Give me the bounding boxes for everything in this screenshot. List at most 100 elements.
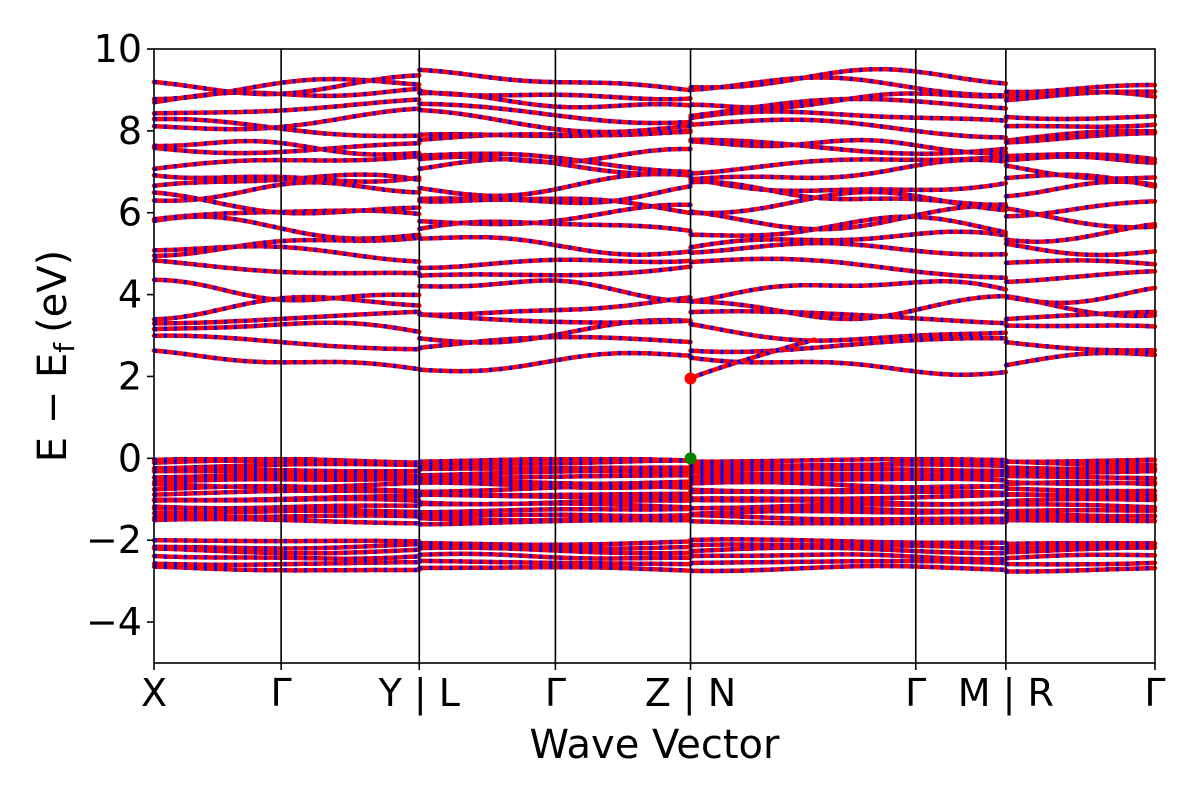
band-line-spin-down (690, 189, 1007, 216)
band-line-spin-up (1003, 268, 1158, 285)
y-tick-label: 4 (118, 273, 142, 317)
band-line-spin-down (154, 513, 420, 520)
band-line-spin-down (690, 456, 1006, 464)
band-line-spin-up (1003, 502, 1158, 510)
band-line-spin-up (1003, 323, 1158, 329)
band-line-spin-down (154, 116, 420, 139)
band-line-spin-down (690, 462, 1006, 469)
y-tick-label: 2 (118, 354, 142, 398)
band-line-spin-up (688, 176, 1009, 194)
band-line-spin-up (1003, 518, 1158, 524)
band-line-spin-up (688, 508, 1009, 517)
band-line-spin-up (688, 466, 1009, 474)
band-line-spin-down (154, 333, 420, 352)
x-tick-label: Γ (271, 671, 292, 715)
band-line-spin-down (154, 466, 420, 474)
band-line-spin-up (1003, 241, 1158, 258)
cbm-marker (684, 372, 697, 385)
plot-frame (153, 48, 1156, 664)
high-symmetry-lines (280, 49, 1007, 663)
band-line-spin-down (690, 240, 1006, 257)
band-line-spin-up (1003, 492, 1158, 501)
band-line-spin-up (1003, 113, 1158, 122)
band-line-spin-up (1003, 466, 1158, 473)
band-line-spin-down (690, 91, 1006, 110)
y-tick-label: −4 (86, 600, 142, 644)
band-line-spin-down (690, 476, 1006, 483)
y-tick-label: 0 (118, 436, 142, 480)
band-line-spin-down (153, 258, 420, 276)
band-line-spin-up (1003, 545, 1158, 555)
band-edge-markers (684, 372, 697, 465)
band-line-spin-up (1003, 130, 1158, 145)
band-line-spin-up (1003, 459, 1158, 467)
band-line-spin-down (153, 488, 420, 497)
y-tick-label: 10 (94, 27, 142, 71)
band-line-spin-down (690, 214, 1007, 238)
band-line-spin-down (690, 293, 1006, 322)
band-line-spin-up (151, 277, 422, 303)
band-line-spin-up (1003, 128, 1158, 144)
band-line-spin-up (1003, 552, 1158, 561)
band-line-spin-up (1003, 565, 1158, 574)
band-line-spin-down (690, 563, 1006, 574)
band-line-spin-up (1003, 199, 1158, 219)
band-line-spin-up (1003, 339, 1158, 353)
band-line-spin-up (1003, 82, 1158, 95)
x-tick-label: Γ (905, 671, 926, 715)
band-line-spin-down (153, 73, 420, 97)
band-line-spin-down (153, 190, 420, 216)
band-line-spin-up (1003, 154, 1158, 165)
band-line-spin-up (1003, 480, 1158, 487)
x-tick-label: Γ (1144, 671, 1165, 715)
band-line-spin-down (153, 86, 420, 105)
band-line-spin-down (690, 157, 1007, 182)
band-line-spin-down (690, 512, 1006, 522)
band-line-spin-up (1003, 285, 1158, 306)
band-line-spin-up (688, 558, 1009, 566)
y-axis-title-main: E − E (30, 353, 76, 463)
band-line-spin-down (690, 537, 1006, 546)
band-line-spin-up (688, 279, 1009, 304)
band-line-spin-down (689, 337, 816, 381)
band-line-spin-down (154, 235, 420, 258)
band-line-spin-down (690, 542, 1006, 551)
band-line-spin-down (690, 309, 1006, 326)
band-line-spin-up (1003, 151, 1158, 162)
band-line-spin-up (1003, 468, 1158, 476)
vbm-marker (684, 452, 697, 465)
band-line-spin-down (690, 256, 1006, 280)
band-line-spin-up (688, 489, 1009, 496)
band-line-spin-up (688, 203, 1009, 232)
y-axis-title-subscript: f (48, 342, 81, 353)
band-line-spin-down (690, 552, 1006, 562)
band-line-spin-down (153, 97, 420, 116)
band-line-spin-down (690, 545, 1006, 556)
x-tick-label: Γ (545, 671, 566, 715)
band-line-spin-down (690, 153, 1007, 176)
x-tick-label: Z | N (645, 671, 736, 716)
band-line-spin-down (690, 66, 1007, 90)
band-line-spin-down (153, 244, 420, 264)
band-line-spin-down (154, 508, 420, 516)
band-line-spin-down (690, 109, 1007, 123)
y-tick-label: −2 (86, 518, 142, 562)
band-line-spin-up (688, 321, 1009, 343)
band-line-spin-down (153, 476, 420, 485)
band-line-spin-up (1003, 508, 1158, 514)
band-line-spin-up (688, 462, 1009, 469)
band-line-spin-up (688, 518, 1009, 526)
band-line-spin-down (153, 180, 420, 203)
band-line-spin-down (153, 461, 420, 471)
band-line-spin-down (153, 559, 420, 568)
band-line-spin-down (153, 348, 420, 372)
band-line-spin-up (1003, 496, 1158, 504)
band-line-spin-up (1003, 258, 1158, 267)
band-line-spin-down (153, 473, 420, 480)
band-line-spin-down (690, 335, 1006, 355)
x-tick-label: X (141, 671, 167, 715)
band-line-spin-down (153, 496, 420, 504)
band-line-spin-up (1003, 122, 1158, 129)
band-line-spin-down (153, 141, 420, 156)
band-line-spin-down (153, 106, 420, 132)
